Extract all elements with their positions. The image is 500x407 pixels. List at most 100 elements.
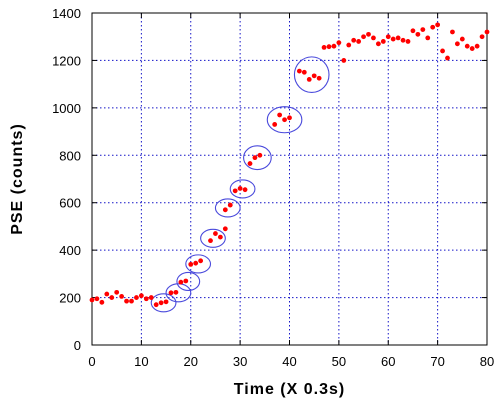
highlight-ellipse bbox=[176, 271, 201, 292]
data-point bbox=[440, 48, 445, 54]
data-point bbox=[208, 238, 213, 244]
data-point bbox=[183, 278, 189, 284]
data-point bbox=[351, 37, 357, 43]
data-point bbox=[484, 29, 490, 35]
x-axis-label: Time (X 0.3s) bbox=[234, 381, 345, 398]
data-point bbox=[316, 75, 322, 81]
data-point bbox=[469, 46, 475, 51]
data-points bbox=[89, 22, 490, 308]
y-tick-label: 1000 bbox=[52, 101, 81, 116]
x-tick-label: 30 bbox=[233, 354, 247, 369]
data-point bbox=[474, 43, 480, 49]
data-point bbox=[163, 299, 169, 305]
data-point bbox=[450, 29, 455, 35]
x-tick-labels: 0 10 20 30 40 50 60 70 80 bbox=[88, 354, 494, 369]
x-tick-label: 70 bbox=[430, 354, 444, 369]
data-point bbox=[124, 298, 129, 304]
x-tick-label: 40 bbox=[282, 354, 296, 369]
data-point bbox=[232, 188, 238, 194]
data-point bbox=[425, 35, 431, 41]
data-point bbox=[153, 302, 159, 308]
data-point bbox=[119, 293, 125, 299]
highlight-ellipse bbox=[214, 198, 241, 218]
data-point bbox=[227, 202, 233, 208]
data-point bbox=[168, 290, 174, 296]
data-point bbox=[282, 117, 287, 123]
data-point bbox=[222, 226, 228, 232]
data-point bbox=[410, 28, 416, 34]
data-point bbox=[415, 31, 421, 37]
tick-marks bbox=[91, 12, 488, 346]
highlight-ellipse bbox=[200, 228, 226, 248]
data-point bbox=[321, 44, 327, 50]
y-tick-label: 400 bbox=[59, 243, 81, 258]
highlight-ellipse bbox=[165, 283, 192, 303]
data-point bbox=[148, 295, 154, 300]
highlight-ellipse bbox=[243, 145, 272, 171]
x-tick-label: 80 bbox=[480, 354, 494, 369]
data-point bbox=[420, 27, 426, 32]
data-point bbox=[158, 300, 164, 306]
data-point bbox=[173, 289, 179, 295]
data-point bbox=[454, 41, 460, 47]
highlight-ellipses bbox=[150, 56, 330, 313]
data-point bbox=[435, 22, 441, 28]
data-point bbox=[341, 58, 347, 63]
data-point bbox=[138, 293, 144, 299]
highlight-ellipse bbox=[266, 106, 303, 134]
grid bbox=[92, 13, 487, 345]
y-tick-labels: 0 200 400 600 800 1000 1200 1400 bbox=[52, 6, 81, 353]
data-point bbox=[430, 24, 436, 30]
data-point bbox=[287, 115, 292, 121]
x-tick-label: 10 bbox=[134, 354, 148, 369]
data-point bbox=[89, 297, 95, 303]
data-point bbox=[193, 260, 199, 266]
highlight-ellipse bbox=[150, 293, 177, 313]
data-point bbox=[371, 35, 376, 41]
data-point bbox=[178, 279, 184, 285]
data-point bbox=[143, 296, 149, 302]
data-point bbox=[109, 295, 115, 300]
data-point bbox=[252, 155, 258, 161]
data-point bbox=[237, 186, 243, 191]
data-point bbox=[296, 68, 302, 74]
data-point bbox=[306, 77, 312, 82]
y-tick-label: 0 bbox=[74, 338, 81, 353]
data-point bbox=[464, 43, 470, 49]
data-point bbox=[129, 298, 134, 304]
data-point bbox=[188, 261, 194, 267]
data-point bbox=[356, 39, 362, 44]
data-point bbox=[222, 207, 228, 213]
data-point bbox=[326, 44, 332, 50]
data-point bbox=[277, 112, 283, 118]
y-tick-label: 1200 bbox=[52, 53, 81, 68]
data-point bbox=[400, 37, 406, 43]
data-point bbox=[257, 152, 263, 158]
data-point bbox=[361, 34, 366, 40]
data-point bbox=[336, 40, 342, 46]
data-point bbox=[247, 161, 253, 166]
data-point bbox=[380, 39, 386, 44]
data-point bbox=[405, 39, 411, 44]
y-axis-label: PSE (counts) bbox=[9, 123, 26, 235]
data-point bbox=[242, 187, 248, 193]
x-tick-label: 20 bbox=[184, 354, 198, 369]
highlight-ellipse bbox=[293, 56, 330, 93]
x-tick-label: 50 bbox=[332, 354, 346, 369]
data-point bbox=[375, 41, 381, 47]
data-point bbox=[331, 43, 337, 49]
data-point bbox=[104, 291, 110, 297]
y-tick-label: 1400 bbox=[52, 6, 81, 21]
data-point bbox=[390, 36, 396, 42]
data-point bbox=[134, 295, 139, 300]
data-point bbox=[311, 73, 317, 79]
data-point bbox=[272, 122, 278, 127]
data-point bbox=[445, 55, 450, 61]
y-tick-label: 200 bbox=[59, 291, 81, 306]
x-tick-label: 0 bbox=[88, 354, 95, 369]
data-point bbox=[385, 34, 391, 40]
data-point bbox=[366, 31, 371, 37]
data-point bbox=[94, 296, 100, 302]
data-point bbox=[346, 42, 352, 48]
